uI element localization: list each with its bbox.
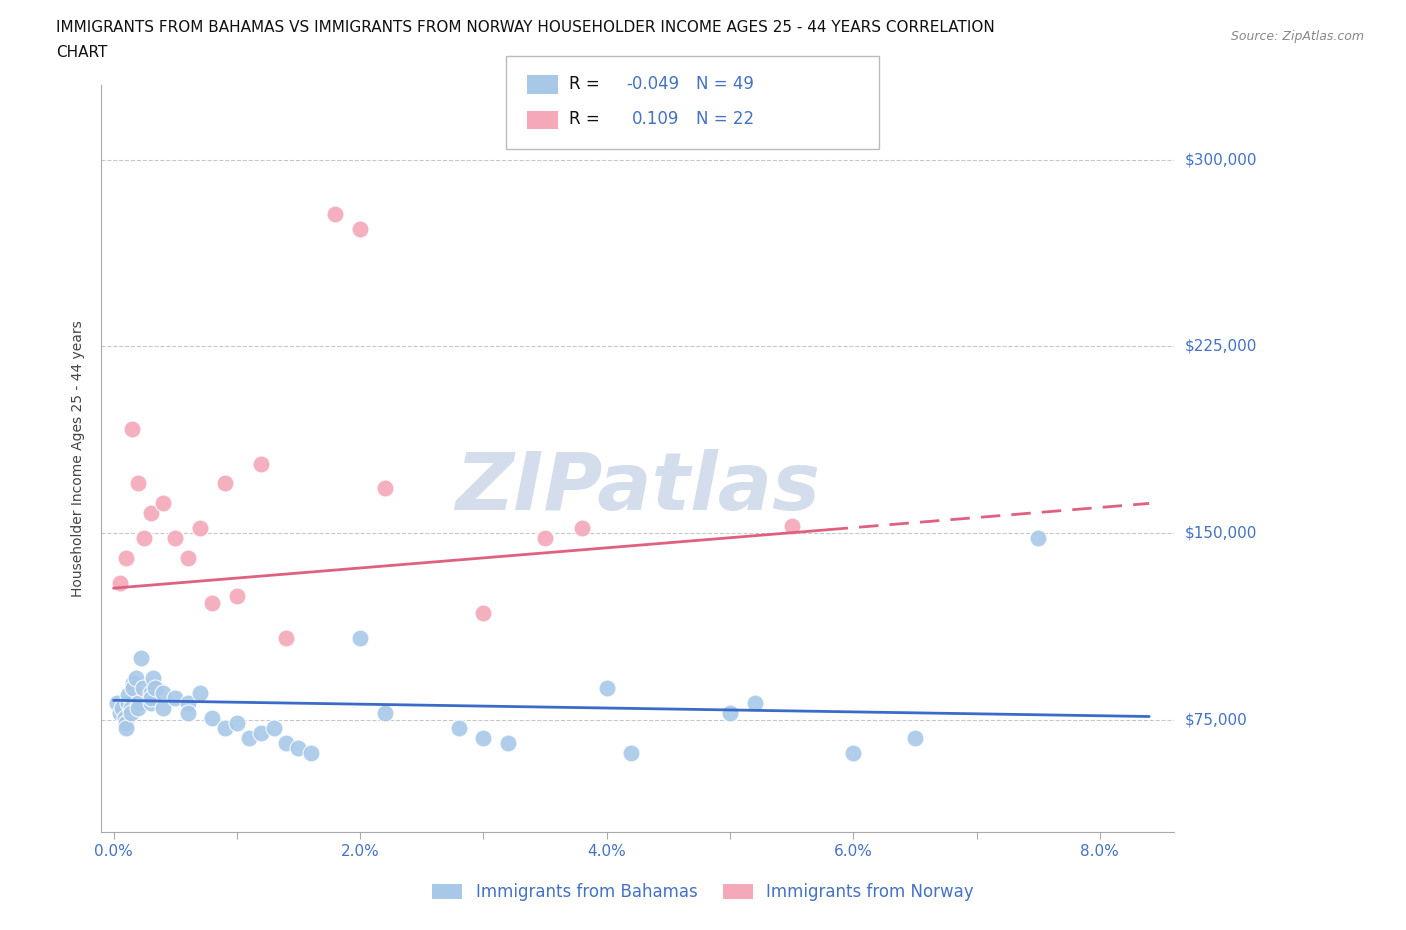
Point (225, 588, 247, 603)
Point (145, 681, 167, 696)
Point (1026, 531, 1049, 546)
Point (276, 736, 298, 751)
Point (263, 720, 285, 735)
Point (250, 725, 273, 740)
Point (374, 481, 396, 496)
Point (122, 675, 145, 690)
Point (176, 705, 198, 720)
Point (114, 711, 136, 725)
Point (287, 740, 309, 755)
Legend: Immigrants from Bahamas, Immigrants from Norway: Immigrants from Bahamas, Immigrants from… (426, 876, 980, 908)
Point (534, 531, 557, 546)
Point (349, 631, 371, 645)
Point (374, 705, 396, 720)
Text: N = 22: N = 22 (696, 110, 754, 128)
Point (142, 671, 165, 685)
Point (188, 521, 211, 536)
Point (596, 681, 619, 696)
Text: ZIPatlas: ZIPatlas (456, 449, 820, 527)
Point (115, 720, 138, 735)
Point (718, 705, 741, 720)
Point (165, 690, 187, 705)
Text: 0.109: 0.109 (631, 110, 679, 128)
Point (447, 720, 470, 735)
Point (105, 696, 128, 711)
Point (139, 506, 162, 521)
Point (115, 715, 138, 730)
Point (120, 700, 142, 715)
Text: Source: ZipAtlas.com: Source: ZipAtlas.com (1230, 30, 1364, 43)
Point (620, 745, 643, 760)
Point (325, 206, 347, 221)
Point (842, 745, 865, 760)
Text: R =: R = (569, 74, 600, 93)
Point (134, 531, 156, 546)
Text: IMMIGRANTS FROM BAHAMAS VS IMMIGRANTS FROM NORWAY HOUSEHOLDER INCOME AGES 25 - 4: IMMIGRANTS FROM BAHAMAS VS IMMIGRANTS FR… (56, 20, 995, 35)
Point (165, 531, 187, 546)
Point (152, 685, 174, 700)
Point (117, 688, 139, 703)
Point (201, 596, 224, 611)
Point (152, 700, 174, 715)
Point (571, 521, 593, 536)
Point (117, 696, 139, 711)
Point (214, 476, 236, 491)
Point (120, 705, 142, 720)
Point (129, 650, 152, 665)
Point (132, 681, 155, 696)
Point (127, 696, 149, 711)
Text: $225,000: $225,000 (1185, 339, 1257, 354)
Point (225, 715, 247, 730)
Point (250, 456, 273, 471)
Point (780, 518, 803, 533)
Point (127, 476, 149, 491)
Point (496, 736, 519, 751)
Text: $300,000: $300,000 (1185, 152, 1257, 167)
Point (108, 576, 131, 591)
Text: N = 49: N = 49 (696, 74, 754, 93)
Point (152, 496, 174, 511)
Text: $150,000: $150,000 (1185, 525, 1257, 541)
Point (108, 705, 131, 720)
Point (176, 551, 198, 565)
Point (201, 711, 224, 725)
Point (214, 720, 236, 735)
Point (472, 605, 495, 620)
Point (115, 551, 138, 565)
Text: R =: R = (569, 110, 600, 128)
Point (472, 730, 495, 745)
Text: $75,000: $75,000 (1185, 712, 1247, 728)
Point (125, 671, 148, 685)
Y-axis label: Householder Income Ages 25 - 44 years: Householder Income Ages 25 - 44 years (72, 320, 86, 597)
Text: -0.049: -0.049 (626, 74, 679, 93)
Point (299, 745, 322, 760)
Point (139, 690, 162, 705)
Point (139, 696, 162, 711)
Point (127, 700, 149, 715)
Point (276, 631, 298, 645)
Point (744, 696, 766, 711)
Point (122, 681, 145, 696)
Point (904, 730, 927, 745)
Point (121, 421, 143, 436)
Point (111, 700, 134, 715)
Point (349, 222, 371, 237)
Text: CHART: CHART (56, 45, 108, 60)
Point (139, 685, 162, 700)
Point (188, 685, 211, 700)
Point (238, 730, 260, 745)
Point (176, 696, 198, 711)
